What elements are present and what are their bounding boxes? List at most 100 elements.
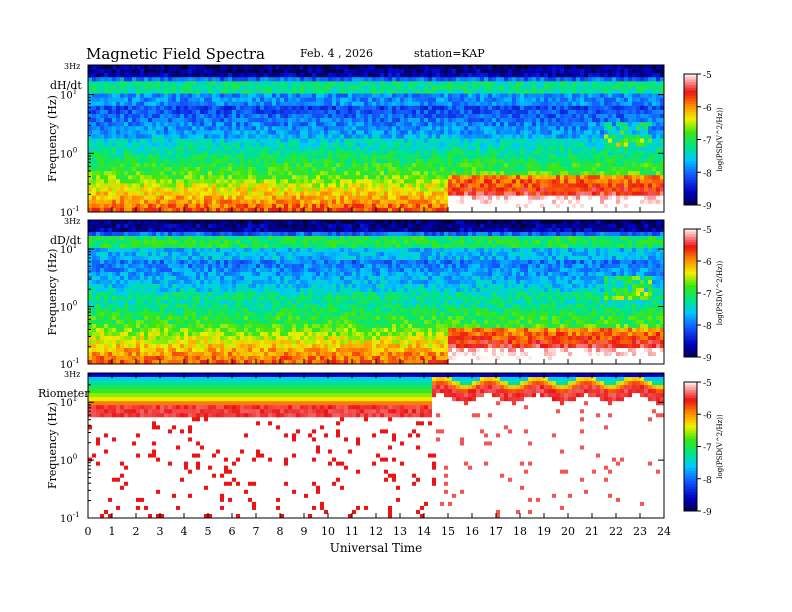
heatmap-cell	[636, 191, 641, 196]
heatmap-cell	[244, 114, 249, 119]
heatmap-cell	[568, 146, 573, 152]
heatmap-cell	[436, 163, 441, 168]
heatmap-cell	[264, 179, 269, 184]
heatmap-cell	[556, 134, 561, 139]
heatmap-cell	[544, 191, 549, 196]
figure-title: Magnetic Field Spectra	[86, 45, 265, 63]
heatmap-cell	[388, 109, 393, 115]
heatmap-cell	[492, 195, 497, 201]
heatmap-cell	[476, 81, 481, 86]
heatmap-cell	[572, 93, 577, 98]
heatmap-cell	[332, 179, 337, 184]
heatmap-cell	[184, 179, 189, 184]
heatmap-cell	[360, 179, 365, 184]
heatmap-cell	[600, 191, 605, 196]
heatmap-cell	[372, 85, 377, 90]
heatmap-cell	[124, 183, 129, 188]
heatmap-cell	[460, 163, 465, 168]
heatmap-cell	[292, 154, 297, 160]
heatmap-cell	[132, 191, 137, 196]
heatmap-cell	[356, 183, 361, 188]
heatmap-cell	[504, 118, 509, 123]
heatmap-cell	[536, 105, 541, 111]
heatmap-cell	[120, 134, 125, 139]
heatmap-cell	[552, 138, 557, 143]
heatmap-cell	[332, 195, 337, 201]
heatmap-cell	[244, 154, 249, 160]
heatmap-cell	[532, 163, 537, 168]
heatmap-cell	[568, 101, 573, 107]
heatmap-cell	[352, 163, 357, 168]
heatmap-cell	[344, 93, 349, 98]
heatmap-cell	[528, 167, 533, 172]
heatmap-cell	[388, 105, 393, 111]
heatmap-cell	[196, 69, 201, 74]
heatmap-cell	[552, 203, 557, 209]
heatmap-cell	[636, 195, 641, 201]
heatmap-cell	[640, 93, 645, 98]
heatmap-cell	[356, 81, 361, 86]
heatmap-cell	[188, 73, 193, 78]
heatmap-cell	[592, 171, 597, 176]
heatmap-cell	[420, 207, 425, 213]
heatmap-cell	[516, 134, 521, 139]
heatmap-cell	[520, 81, 525, 86]
heatmap-cell	[316, 142, 321, 147]
heatmap-cell	[236, 130, 241, 135]
heatmap-cell	[184, 85, 189, 90]
heatmap-cell	[592, 109, 597, 115]
heatmap-cell	[100, 85, 105, 90]
heatmap-cell	[180, 105, 185, 111]
heatmap-cell	[596, 146, 601, 152]
heatmap-cell	[248, 175, 253, 180]
heatmap-cell	[128, 85, 133, 90]
heatmap-cell	[188, 179, 193, 184]
heatmap-cell	[116, 138, 121, 143]
heatmap-cell	[188, 126, 193, 131]
heatmap-cell	[500, 126, 505, 131]
heatmap-cell	[192, 207, 197, 213]
heatmap-cell	[256, 109, 261, 115]
heatmap-cell	[512, 183, 517, 188]
heatmap-cell	[132, 93, 137, 98]
heatmap-cell	[360, 101, 365, 107]
heatmap-cell	[148, 158, 153, 164]
heatmap-cell	[152, 118, 157, 123]
heatmap-cell	[128, 134, 133, 139]
heatmap-cell	[356, 179, 361, 184]
heatmap-cell	[416, 118, 421, 123]
heatmap-cell	[468, 187, 473, 192]
heatmap-cell	[284, 163, 289, 168]
heatmap-cell	[348, 73, 353, 78]
heatmap-cell	[444, 171, 449, 176]
heatmap-cell	[516, 69, 521, 74]
heatmap-cell	[580, 85, 585, 90]
heatmap-cell	[384, 142, 389, 147]
heatmap-cell	[456, 142, 461, 147]
heatmap-cell	[252, 138, 257, 143]
heatmap-cell	[112, 138, 117, 143]
heatmap-cell	[276, 175, 281, 180]
heatmap-cell	[412, 158, 417, 164]
heatmap-cell	[144, 81, 149, 86]
heatmap-cell	[236, 150, 241, 156]
heatmap-cell	[116, 85, 121, 90]
heatmap-cell	[368, 93, 373, 98]
heatmap-cell	[600, 118, 605, 123]
heatmap-cell	[248, 183, 253, 188]
heatmap-cell	[312, 73, 317, 78]
heatmap-cell	[140, 65, 145, 70]
heatmap-cell	[520, 93, 525, 98]
heatmap-cell	[460, 187, 465, 192]
heatmap-cell	[524, 97, 529, 103]
heatmap-cell	[104, 183, 109, 188]
heatmap-cell	[164, 134, 169, 139]
heatmap-cell	[392, 130, 397, 135]
heatmap-cell	[132, 163, 137, 168]
heatmap-cell	[364, 207, 369, 213]
heatmap-cell	[532, 195, 537, 201]
heatmap-cell	[148, 77, 153, 82]
heatmap-cell	[356, 146, 361, 152]
heatmap-cell	[616, 146, 621, 152]
heatmap-cell	[168, 195, 173, 201]
